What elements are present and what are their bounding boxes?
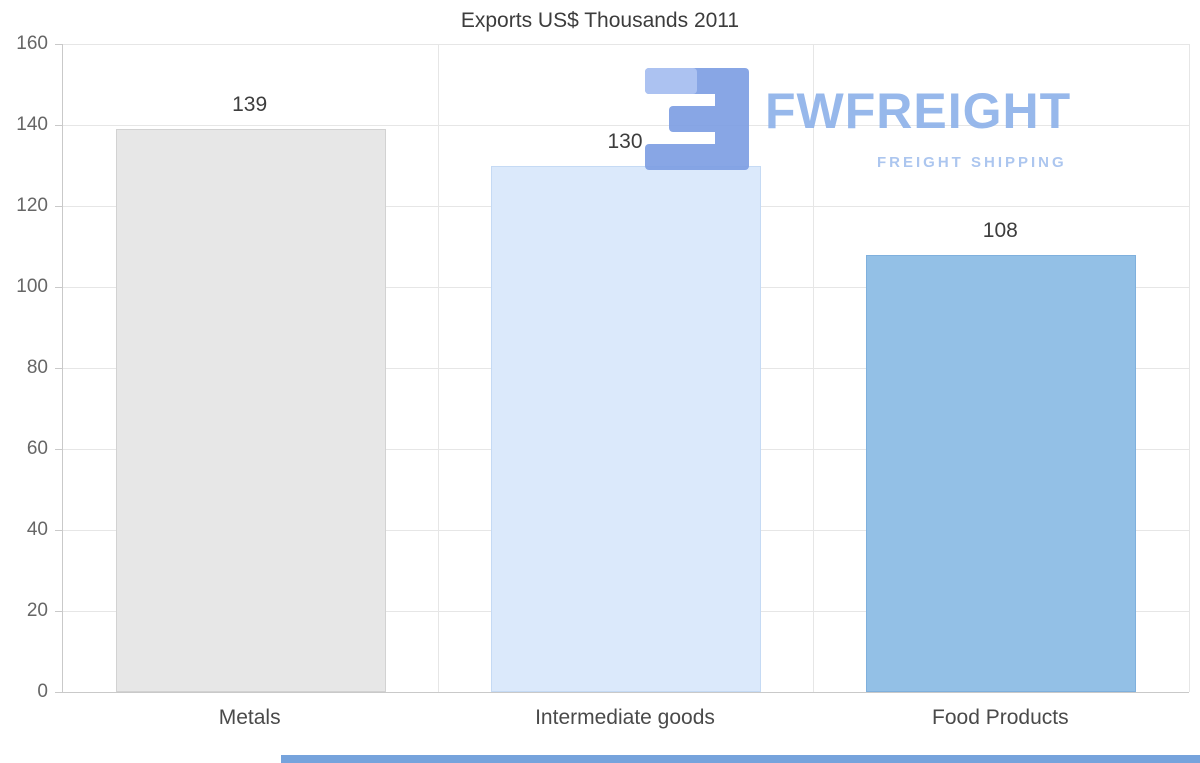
y-tick-label: 100: [16, 276, 48, 297]
watermark-tagline: FREIGHT SHIPPING: [877, 154, 1067, 171]
footer-accent-strip: [281, 755, 1200, 763]
watermark-brand-text: FWFREIGHT: [765, 83, 1072, 139]
y-tick-label: 80: [26, 357, 48, 378]
bar-value-metals: 139: [232, 93, 268, 117]
x-gridline: [1188, 44, 1190, 692]
category-label-metals: Metals: [218, 706, 281, 729]
y-tick-mark: [55, 368, 62, 369]
y-tick-label: 20: [26, 600, 48, 621]
y-tick-label: 0: [37, 681, 48, 702]
y-tick-label: 40: [26, 519, 48, 540]
y-tick-mark: [55, 125, 62, 126]
y-tick-mark: [55, 692, 62, 693]
bar-value-intermediate-goods: 130: [607, 129, 643, 153]
y-tick-label: 140: [16, 114, 48, 135]
y-tick-mark: [55, 449, 62, 450]
x-gridline: [437, 44, 439, 692]
category-label-intermediate-goods: Intermediate goods: [535, 706, 715, 729]
bar-intermediate-goods: [491, 165, 761, 692]
y-tick-label: 120: [16, 195, 48, 216]
category-label-food-products: Food Products: [932, 706, 1069, 729]
y-tick-label: 160: [16, 33, 48, 54]
watermark: FWFREIGHT FREIGHT SHIPPING: [645, 66, 1185, 181]
fwfreight-logo-icon: [645, 68, 749, 170]
y-tick-label: 60: [26, 438, 48, 459]
bar-metals: [115, 129, 386, 692]
y-tick-mark: [55, 530, 62, 531]
y-gridline: [63, 124, 1189, 126]
bar-food-products: [866, 254, 1137, 692]
y-tick-mark: [55, 611, 62, 612]
plot-area: [62, 43, 1190, 693]
bar-value-food-products: 108: [982, 218, 1018, 242]
y-tick-mark: [55, 287, 62, 288]
chart-title: Exports US$ Thousands 2011: [460, 9, 740, 32]
y-tick-mark: [55, 206, 62, 207]
y-gridline: [63, 43, 1189, 45]
x-gridline: [813, 44, 815, 692]
y-tick-mark: [55, 44, 62, 45]
